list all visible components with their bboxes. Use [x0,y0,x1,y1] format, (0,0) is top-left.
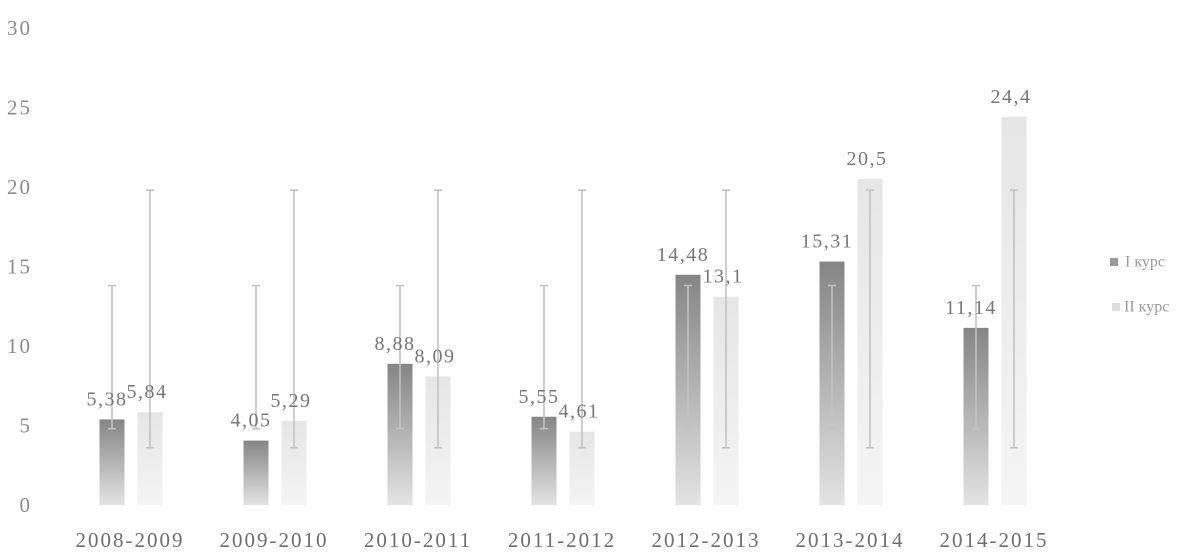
data-label-series-1-2014-2015: 11,14 [945,297,997,319]
data-label-series-2-2010-2011: 8,09 [415,345,456,367]
error-bar-series-2-2011-2012 [578,189,586,449]
data-label-series-1-2013-2014: 15,31 [801,231,854,253]
error-bar-series-1-2014-2015 [972,284,980,430]
legend-item-series-2: II курс [1112,299,1169,316]
bar-series-1-2008-2009 [99,419,125,505]
x-tick-label: 2008-2009 [76,528,185,552]
legend-marker [1112,303,1120,311]
data-label-series-1-2010-2011: 8,88 [375,333,416,355]
y-tick-label: 30 [7,16,32,40]
data-label-series-2-2009-2010: 5,29 [271,390,312,412]
bars [99,117,1027,506]
legend-label: I курс [1125,254,1165,271]
error-bar-series-1-2013-2014 [828,284,836,430]
error-bar-series-1-2010-2011 [396,284,404,430]
error-bar-series-2-2014-2015 [1010,189,1018,449]
y-tick-label: 10 [7,334,32,358]
data-label-series-1-2011-2012: 5,55 [519,386,560,408]
legend-label: II курс [1124,299,1169,316]
error-bar-series-1-2012-2013 [684,284,692,430]
bar-series-1-2009-2010 [243,440,269,505]
error-bar-series-2-2013-2014 [866,189,874,449]
error-bar-series-2-2008-2009 [146,189,154,449]
error-bar-series-1-2009-2010 [252,284,260,430]
legend-item-series-1: I курс [1110,254,1165,271]
data-label-series-1-2008-2009: 5,38 [87,388,128,410]
x-tick-label: 2013-2014 [796,528,905,552]
y-tick-label: 20 [7,175,32,199]
data-label-series-2-2013-2014: 20,5 [847,148,888,170]
y-tick-label: 5 [20,414,33,438]
legend: I курс II курс [1110,254,1169,316]
error-bars [108,189,1018,449]
error-bar-series-1-2011-2012 [540,284,548,430]
y-axis-tick-labels: 0 5 10 15 20 25 30 [7,16,33,517]
x-axis-tick-labels: 2008-2009 2009-2010 2010-2011 2011-2012 2012… [76,528,1049,552]
data-labels: 5,38 4,05 8,88 5,55 14,48 15,31 11,14 5,84 5,29 8… [87,86,1032,432]
data-label-series-2-2014-2015: 24,4 [991,86,1032,108]
data-label-series-2-2012-2013: 13,1 [703,266,744,288]
y-tick-label: 0 [20,493,33,517]
data-label-series-2-2011-2012: 4,61 [559,401,600,423]
error-bar-series-2-2010-2011 [434,189,442,449]
x-tick-label: 2009-2010 [220,528,329,552]
bar-series-1-2011-2012 [531,416,557,505]
error-bar-series-1-2008-2009 [108,284,116,430]
data-label-series-1-2009-2010: 4,05 [231,410,272,432]
x-tick-label: 2010-2011 [364,528,472,552]
x-tick-label: 2014-2015 [940,528,1049,552]
data-label-series-1-2012-2013: 14,48 [657,244,710,266]
legend-marker [1110,258,1118,266]
error-bar-series-2-2012-2013 [722,189,730,449]
x-tick-label: 2011-2012 [508,528,616,552]
y-tick-label: 25 [7,96,32,120]
data-label-series-2-2008-2009: 5,84 [127,381,168,403]
error-bar-series-2-2009-2010 [290,189,298,449]
x-tick-label: 2012-2013 [652,528,761,552]
y-tick-label: 15 [7,255,32,279]
